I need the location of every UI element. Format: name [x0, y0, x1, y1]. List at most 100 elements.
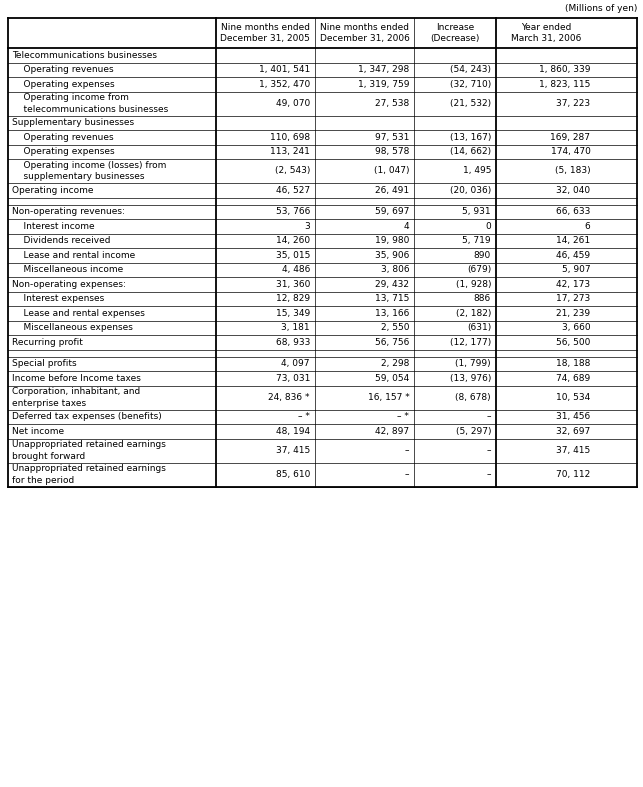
- Text: 890: 890: [474, 251, 491, 260]
- Text: Operating expenses: Operating expenses: [12, 79, 114, 89]
- Text: Operating revenues: Operating revenues: [12, 133, 114, 142]
- Text: (32, 710): (32, 710): [450, 79, 491, 89]
- Text: 1, 495: 1, 495: [462, 167, 491, 176]
- Text: –: –: [405, 470, 410, 479]
- Text: (Millions of yen): (Millions of yen): [565, 4, 637, 13]
- Text: 5, 719: 5, 719: [462, 236, 491, 246]
- Text: (2, 543): (2, 543): [275, 167, 310, 176]
- Text: 1, 823, 115: 1, 823, 115: [539, 79, 590, 89]
- Text: Lease and rental expenses: Lease and rental expenses: [12, 309, 145, 318]
- Text: 14, 260: 14, 260: [276, 236, 310, 246]
- Text: (12, 177): (12, 177): [450, 338, 491, 347]
- Text: Net income: Net income: [12, 427, 64, 436]
- Text: (631): (631): [467, 323, 491, 332]
- Text: 46, 527: 46, 527: [276, 186, 310, 194]
- Text: (5, 183): (5, 183): [555, 167, 590, 176]
- Text: 1, 352, 470: 1, 352, 470: [258, 79, 310, 89]
- Text: Increase
(Decrease): Increase (Decrease): [431, 23, 480, 43]
- Text: 32, 040: 32, 040: [556, 186, 590, 194]
- Text: Operating income: Operating income: [12, 186, 93, 194]
- Text: 49, 070: 49, 070: [276, 99, 310, 108]
- Text: – *: – *: [298, 412, 310, 421]
- Text: Unappropriated retained earnings
for the period: Unappropriated retained earnings for the…: [12, 464, 166, 485]
- Text: Recurring profit: Recurring profit: [12, 338, 83, 347]
- Text: 13, 166: 13, 166: [375, 309, 410, 318]
- Text: 35, 906: 35, 906: [375, 251, 410, 260]
- Text: (13, 976): (13, 976): [449, 374, 491, 382]
- Text: –: –: [487, 412, 491, 421]
- Text: 73, 031: 73, 031: [276, 374, 310, 382]
- Text: –: –: [487, 446, 491, 455]
- Text: 1, 319, 759: 1, 319, 759: [358, 79, 410, 89]
- Text: (5, 297): (5, 297): [456, 427, 491, 436]
- Text: (13, 167): (13, 167): [449, 133, 491, 142]
- Text: 70, 112: 70, 112: [556, 470, 590, 479]
- Text: (1, 799): (1, 799): [455, 359, 491, 368]
- Text: – *: – *: [397, 412, 410, 421]
- Text: (20, 036): (20, 036): [450, 186, 491, 194]
- Text: 74, 689: 74, 689: [556, 374, 590, 382]
- Text: 886: 886: [474, 294, 491, 303]
- Text: Non-operating expenses:: Non-operating expenses:: [12, 279, 126, 289]
- Text: 0: 0: [485, 222, 491, 231]
- Text: Operating revenues: Operating revenues: [12, 65, 114, 74]
- Text: Corporation, inhabitant, and
enterprise taxes: Corporation, inhabitant, and enterprise …: [12, 387, 140, 408]
- Text: 6: 6: [584, 222, 590, 231]
- Text: 27, 538: 27, 538: [375, 99, 410, 108]
- Text: 4, 097: 4, 097: [282, 359, 310, 368]
- Text: Miscellaneous income: Miscellaneous income: [12, 265, 123, 274]
- Text: Interest income: Interest income: [12, 222, 95, 231]
- Text: (2, 182): (2, 182): [456, 309, 491, 318]
- Text: Dividends received: Dividends received: [12, 236, 111, 246]
- Text: 68, 933: 68, 933: [276, 338, 310, 347]
- Text: 3: 3: [304, 222, 310, 231]
- Text: 18, 188: 18, 188: [556, 359, 590, 368]
- Text: 1, 347, 298: 1, 347, 298: [358, 65, 410, 74]
- Text: 59, 697: 59, 697: [375, 207, 410, 216]
- Text: 97, 531: 97, 531: [375, 133, 410, 142]
- Text: Income before Income taxes: Income before Income taxes: [12, 374, 141, 382]
- Text: 14, 261: 14, 261: [556, 236, 590, 246]
- Text: 10, 534: 10, 534: [556, 393, 590, 402]
- Text: 110, 698: 110, 698: [270, 133, 310, 142]
- Text: 1, 860, 339: 1, 860, 339: [539, 65, 590, 74]
- Text: 19, 980: 19, 980: [375, 236, 410, 246]
- Text: 42, 173: 42, 173: [556, 279, 590, 289]
- Text: Operating expenses: Operating expenses: [12, 147, 114, 157]
- Text: 42, 897: 42, 897: [376, 427, 410, 436]
- Text: Telecommunications businesses: Telecommunications businesses: [12, 50, 157, 60]
- Text: –: –: [405, 446, 410, 455]
- Text: 29, 432: 29, 432: [376, 279, 410, 289]
- Text: 56, 756: 56, 756: [375, 338, 410, 347]
- Text: 169, 287: 169, 287: [550, 133, 590, 142]
- Text: Deferred tax expenses (benefits): Deferred tax expenses (benefits): [12, 412, 162, 421]
- Text: 32, 697: 32, 697: [556, 427, 590, 436]
- Text: 113, 241: 113, 241: [270, 147, 310, 157]
- Text: 4, 486: 4, 486: [282, 265, 310, 274]
- Text: 4: 4: [404, 222, 410, 231]
- Text: 16, 157 *: 16, 157 *: [368, 393, 410, 402]
- Text: (8, 678): (8, 678): [455, 393, 491, 402]
- Text: 31, 360: 31, 360: [276, 279, 310, 289]
- Text: 1, 401, 541: 1, 401, 541: [258, 65, 310, 74]
- Text: Year ended
March 31, 2006: Year ended March 31, 2006: [511, 23, 581, 43]
- Text: 3, 806: 3, 806: [381, 265, 410, 274]
- Text: 21, 239: 21, 239: [556, 309, 590, 318]
- Text: Operating income from
    telecommunications businesses: Operating income from telecommunications…: [12, 94, 168, 113]
- Text: Unappropriated retained earnings
brought forward: Unappropriated retained earnings brought…: [12, 441, 166, 460]
- Text: (54, 243): (54, 243): [450, 65, 491, 74]
- Text: 37, 223: 37, 223: [556, 99, 590, 108]
- Text: 3, 181: 3, 181: [282, 323, 310, 332]
- Text: Nine months ended
December 31, 2006: Nine months ended December 31, 2006: [320, 23, 410, 43]
- Text: Non-operating revenues:: Non-operating revenues:: [12, 207, 125, 216]
- Text: (1, 047): (1, 047): [374, 167, 410, 176]
- Text: 66, 633: 66, 633: [556, 207, 590, 216]
- Text: 24, 836 *: 24, 836 *: [268, 393, 310, 402]
- Text: –: –: [487, 470, 491, 479]
- Text: Nine months ended
December 31, 2005: Nine months ended December 31, 2005: [221, 23, 310, 43]
- Text: 17, 273: 17, 273: [556, 294, 590, 303]
- Text: Interest expenses: Interest expenses: [12, 294, 104, 303]
- Text: 26, 491: 26, 491: [376, 186, 410, 194]
- Text: 174, 470: 174, 470: [550, 147, 590, 157]
- Text: (14, 662): (14, 662): [450, 147, 491, 157]
